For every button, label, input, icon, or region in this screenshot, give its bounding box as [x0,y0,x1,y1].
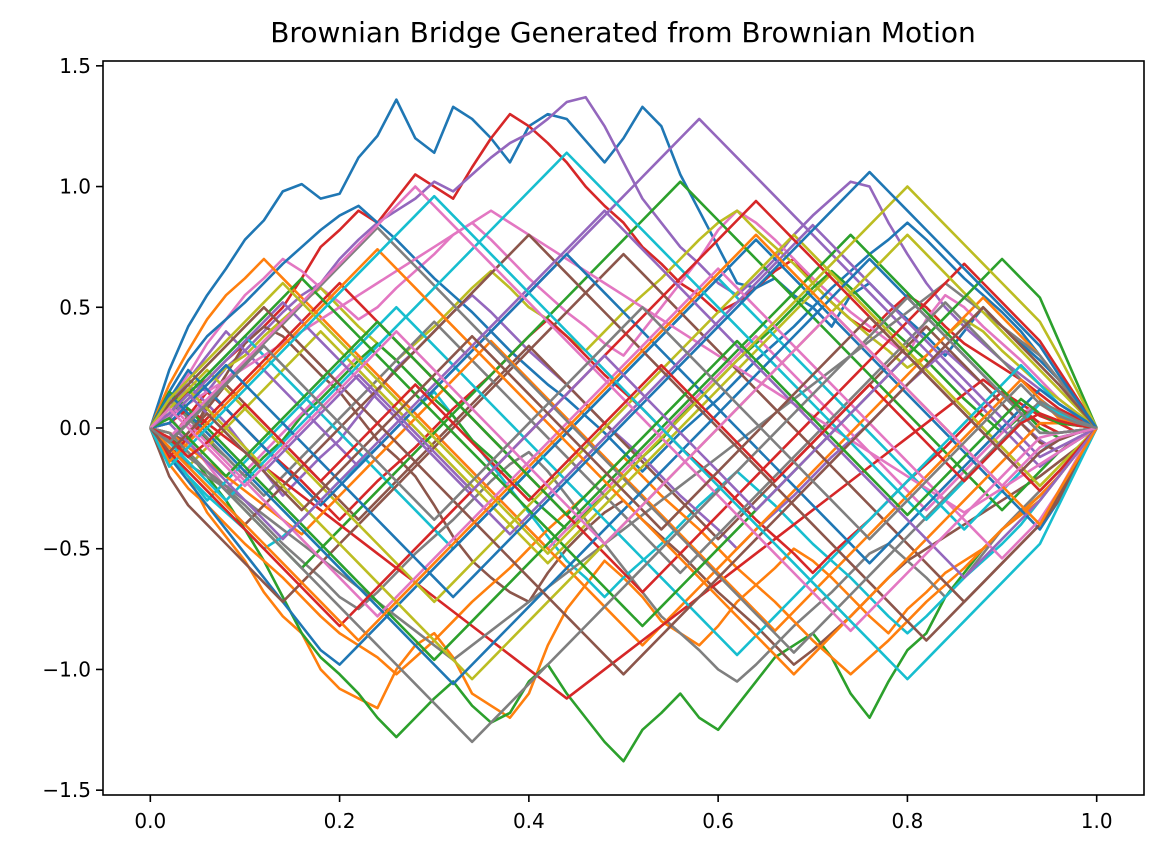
x-tick-label: 1.0 [1081,809,1113,833]
x-tick-label: 0.0 [134,809,166,833]
series-line-5 [149,95,1098,430]
series-line-49 [149,185,1098,555]
y-tick-label: −1.5 [42,778,91,802]
series-line-24 [149,378,1097,700]
series-line-23 [149,180,1098,570]
plot-frame [102,60,1145,796]
series-line-50 [149,194,1098,681]
series-line-42 [149,248,1097,676]
series-line-7 [149,209,1098,430]
series-line-58 [149,305,1098,541]
series-line-45 [149,209,1098,580]
x-tick-label: 0.8 [892,809,924,833]
series-line-56 [149,315,1098,531]
series-line-54 [149,363,1097,502]
series-line-9 [149,209,1098,430]
series-line-29 [149,233,1098,604]
series-line-1 [149,98,1098,429]
series-line-43 [149,257,1098,628]
series-line-36 [149,233,1098,642]
x-axis: 0.0 0.2 0.4 0.6 0.8 1.0 [134,795,1113,833]
series-line-57 [149,310,1098,546]
y-tick-label: 1.0 [59,175,91,199]
series-line-46 [149,305,1098,676]
series-line-37 [149,267,1098,618]
series-line-48 [149,296,1097,744]
x-tick-label: 0.4 [513,809,545,833]
series-line-3 [149,426,1098,763]
series-line-47 [149,185,1097,633]
series-line-22 [149,257,1098,647]
y-tick-label: −1.0 [42,657,91,681]
x-tick-label: 0.6 [702,809,734,833]
y-axis: −1.5 −1.0 −0.5 0.0 0.5 1.0 1.5 [42,54,103,802]
series-line-40 [149,151,1098,522]
series-line-30 [149,305,1098,657]
chart-title: Brownian Bridge Generated from Brownian … [270,16,976,49]
y-tick-label: 0.5 [59,295,91,319]
y-tick-label: −0.5 [42,537,91,561]
y-tick-label: 1.5 [59,54,91,78]
series-line-38 [149,226,1098,654]
series-line-14 [149,318,1098,575]
series-lines [149,95,1098,763]
y-tick-label: 0.0 [59,416,91,440]
series-line-11 [149,204,1098,473]
x-tick-label: 0.2 [324,809,356,833]
series-line-34 [149,262,1098,594]
series-line-4 [149,112,1098,430]
series-line-51 [149,170,1098,599]
